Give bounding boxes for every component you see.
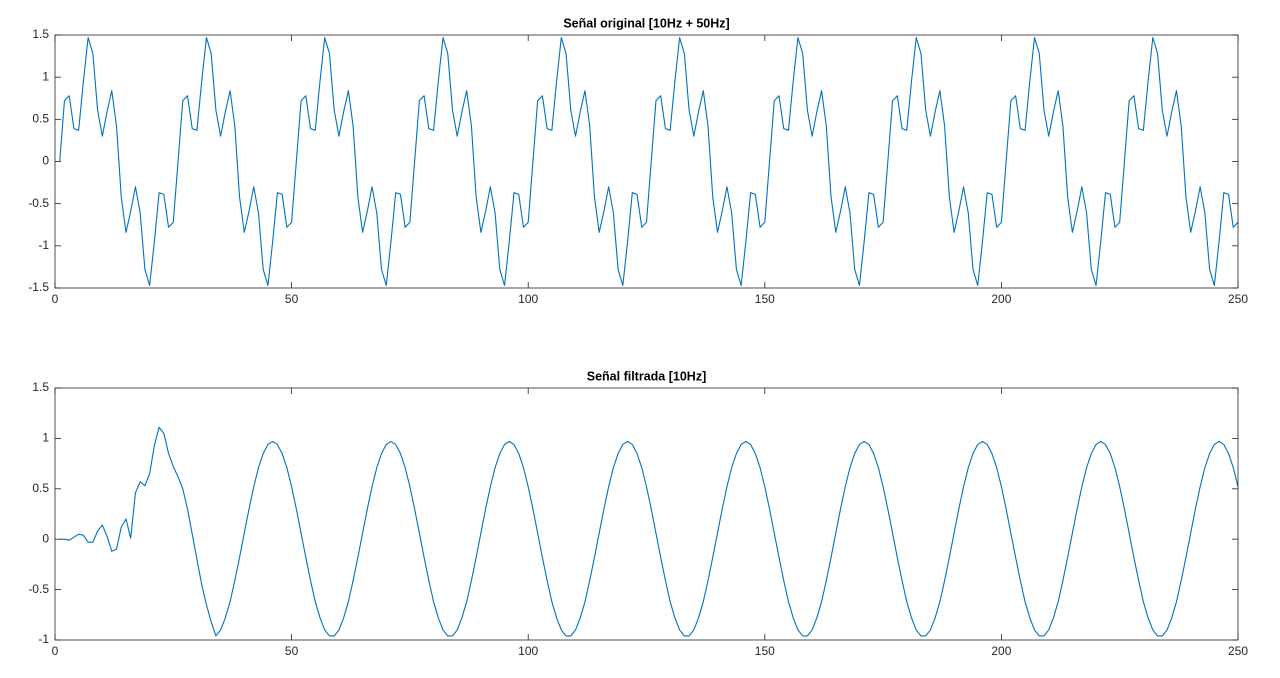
axes-box bbox=[54, 387, 1239, 641]
y-tick-label: -0.5 bbox=[28, 196, 49, 210]
x-tick-label: 50 bbox=[285, 644, 299, 658]
y-tick-label: 1 bbox=[42, 431, 49, 445]
y-tick-label: 0 bbox=[42, 531, 49, 545]
x-tick-label: 100 bbox=[518, 644, 538, 658]
y-tick-label: 1 bbox=[42, 69, 49, 83]
y-tick-label: 0.5 bbox=[32, 481, 49, 495]
signal-line bbox=[59, 426, 1239, 637]
chart-title: Señal original [10Hz + 50Hz] bbox=[563, 16, 729, 30]
signal-line bbox=[59, 36, 1239, 287]
y-tick-label: 1.5 bbox=[32, 380, 49, 394]
x-tick-label: 150 bbox=[755, 644, 775, 658]
chart-title: Señal filtrada [10Hz] bbox=[587, 369, 706, 383]
x-tick-label: 200 bbox=[991, 292, 1011, 306]
y-tick-label: -0.5 bbox=[28, 582, 49, 596]
x-tick-label: 250 bbox=[1228, 644, 1248, 658]
x-tick-label: 150 bbox=[755, 292, 775, 306]
y-tick-label: 0 bbox=[42, 154, 49, 168]
x-tick-label: 50 bbox=[285, 292, 299, 306]
x-tick-label: 100 bbox=[518, 292, 538, 306]
x-tick-label: 200 bbox=[991, 644, 1011, 658]
x-tick-label: 0 bbox=[52, 644, 59, 658]
y-tick-label: 0.5 bbox=[32, 112, 49, 126]
y-tick-label: -1.5 bbox=[28, 280, 49, 294]
y-tick-label: -1 bbox=[38, 632, 49, 646]
x-tick-label: 250 bbox=[1228, 292, 1248, 306]
x-tick-label: 0 bbox=[52, 292, 59, 306]
y-tick-label: 1.5 bbox=[32, 27, 49, 41]
y-tick-label: -1 bbox=[38, 238, 49, 252]
